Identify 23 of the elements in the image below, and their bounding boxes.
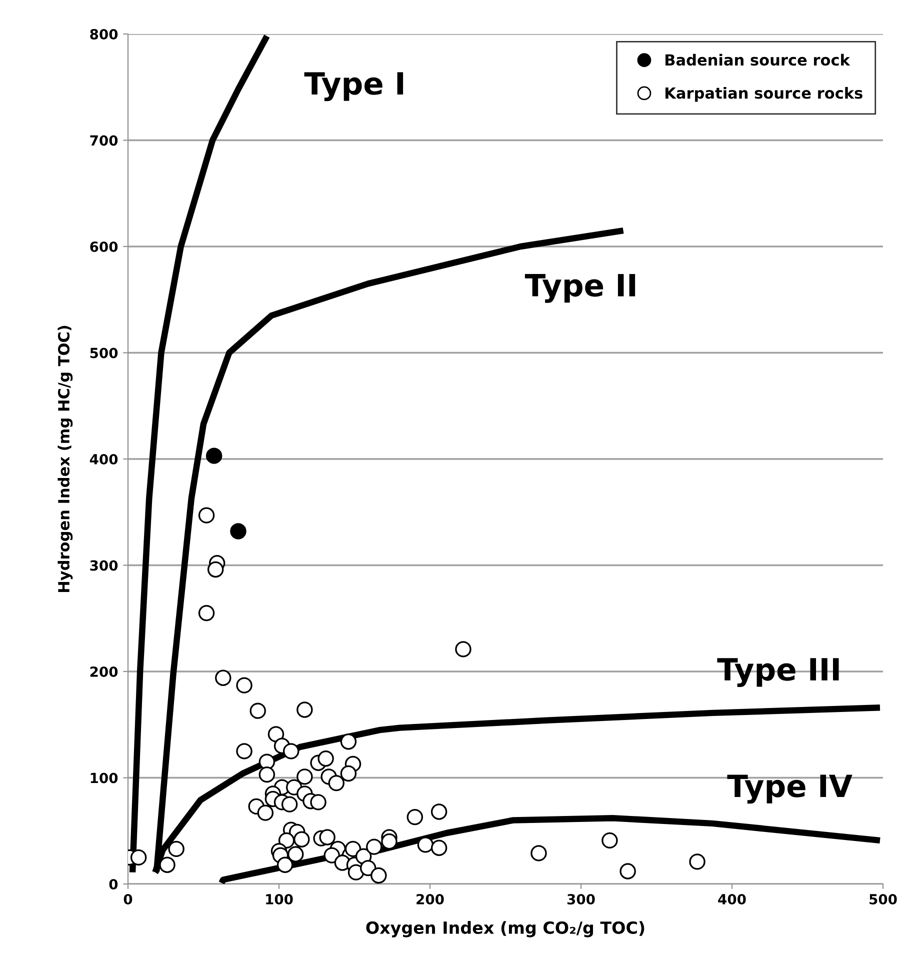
x-tick-label: 100 — [266, 894, 293, 904]
y-tick-label: 400 — [90, 454, 118, 464]
y-tick-label: 700 — [90, 135, 118, 146]
y-tick-label: 500 — [90, 348, 118, 358]
x-tick-label: 200 — [416, 894, 444, 904]
x-tick-label: 500 — [870, 894, 897, 904]
x-tick-label: 300 — [567, 894, 595, 904]
series-label: Type I — [304, 72, 404, 102]
y-tick-label: 0 — [109, 878, 118, 890]
x-tick-label: 0 — [124, 894, 132, 904]
series-label: Type III — [717, 658, 839, 687]
legend-label: Karpatian source rocks — [665, 86, 862, 102]
x-axis-title: Oxygen Index (mg CO₂/g TOC) — [366, 921, 644, 938]
x-tick-label: 400 — [718, 894, 746, 904]
legend-label: Badenian source rock — [665, 54, 850, 66]
y-tick-label: 200 — [90, 666, 118, 677]
y-tick-label: 300 — [90, 560, 118, 571]
series-label: Type II — [524, 274, 636, 303]
y-axis-title: Hydrogen Index (mg HC/g TOC) — [58, 326, 73, 592]
y-tick-label: 800 — [90, 28, 118, 40]
y-tick-label: 100 — [90, 772, 118, 784]
y-tick-label: 600 — [90, 241, 118, 252]
series-label: Type IV — [727, 774, 852, 804]
